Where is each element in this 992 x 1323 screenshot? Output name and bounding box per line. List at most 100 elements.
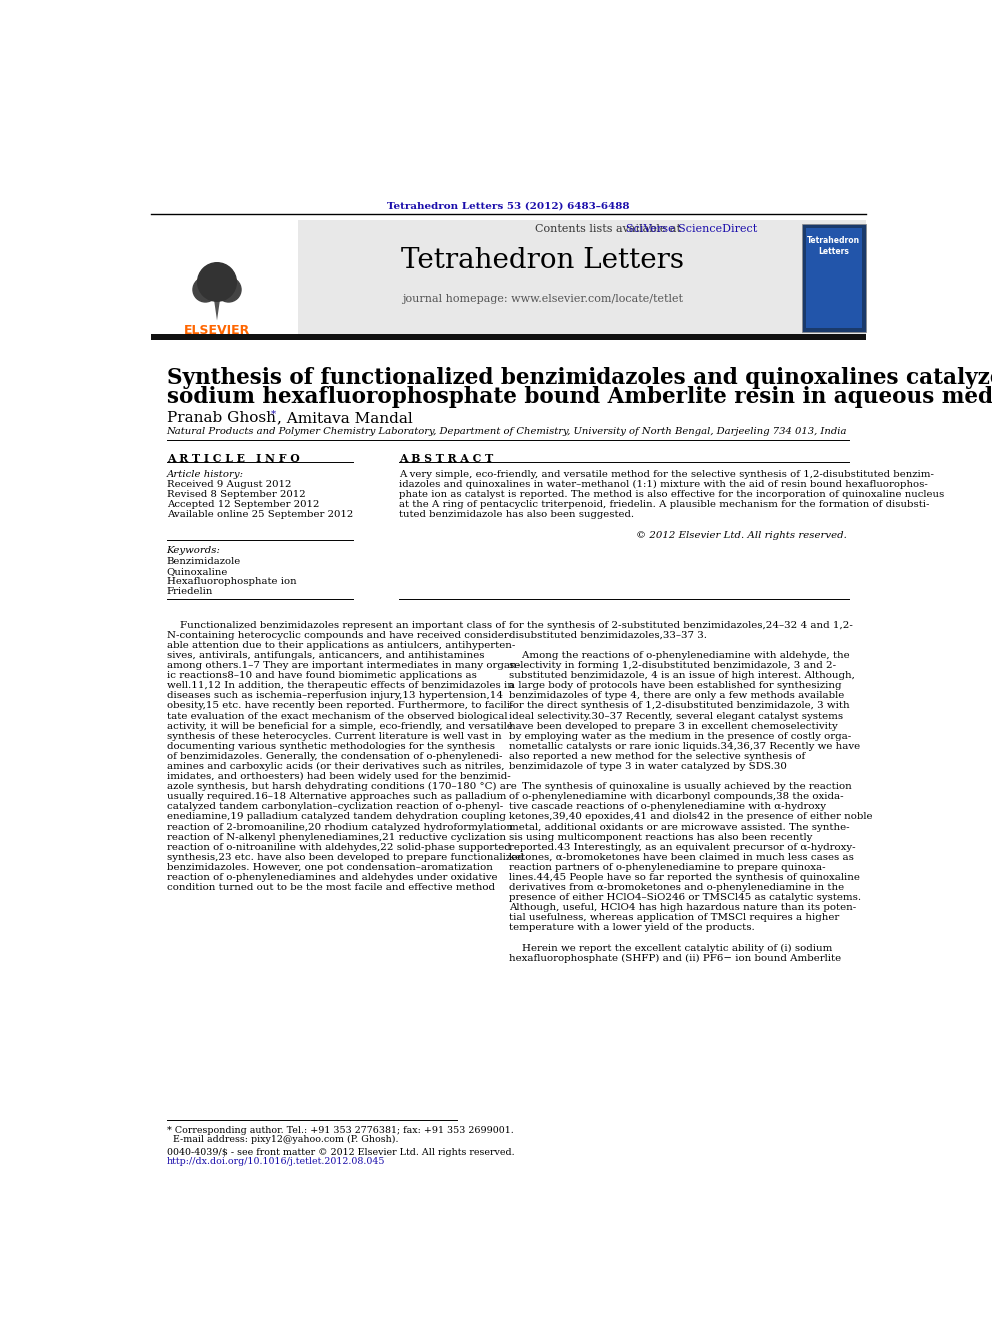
Text: of o-phenylenediamine with dicarbonyl compounds,38 the oxida-: of o-phenylenediamine with dicarbonyl co… xyxy=(509,792,844,802)
Text: of benzimidazoles. Generally, the condensation of o-phenylenedi-: of benzimidazoles. Generally, the conden… xyxy=(167,751,502,761)
Text: presence of either HClO4–SiO246 or TMSCl45 as catalytic systems.: presence of either HClO4–SiO246 or TMSCl… xyxy=(509,893,861,902)
Text: among others.1–7 They are important intermediates in many organ-: among others.1–7 They are important inte… xyxy=(167,662,520,671)
Text: 0040-4039/$ - see front matter © 2012 Elsevier Ltd. All rights reserved.: 0040-4039/$ - see front matter © 2012 El… xyxy=(167,1148,514,1158)
Text: reported.43 Interestingly, as an equivalent precursor of α-hydroxy-: reported.43 Interestingly, as an equival… xyxy=(509,843,856,852)
Text: A R T I C L E   I N F O: A R T I C L E I N F O xyxy=(167,452,300,464)
Text: Tetrahedron
Letters: Tetrahedron Letters xyxy=(807,235,860,255)
Text: selectivity in forming 1,2-disubstituted benzimidazole, 3 and 2-: selectivity in forming 1,2-disubstituted… xyxy=(509,662,836,671)
Text: for the synthesis of 2-substituted benzimidazoles,24–32 4 and 1,2-: for the synthesis of 2-substituted benzi… xyxy=(509,620,853,630)
Text: a large body of protocols have been established for synthesizing: a large body of protocols have been esta… xyxy=(509,681,841,691)
Text: idazoles and quinoxalines in water–methanol (1:1) mixture with the aid of resin : idazoles and quinoxalines in water–metha… xyxy=(399,480,928,490)
FancyBboxPatch shape xyxy=(806,228,862,328)
Text: The synthesis of quinoxaline is usually achieved by the reaction: The synthesis of quinoxaline is usually … xyxy=(509,782,852,791)
Text: have been developed to prepare 3 in excellent chemoselectivity: have been developed to prepare 3 in exce… xyxy=(509,721,838,730)
FancyBboxPatch shape xyxy=(803,224,866,332)
Text: http://dx.doi.org/10.1016/j.tetlet.2012.08.045: http://dx.doi.org/10.1016/j.tetlet.2012.… xyxy=(167,1158,385,1167)
Text: tial usefulness, whereas application of TMSCl requires a higher: tial usefulness, whereas application of … xyxy=(509,913,839,922)
Text: ketones, α-bromoketones have been claimed in much less cases as: ketones, α-bromoketones have been claime… xyxy=(509,853,854,861)
Text: A B S T R A C T: A B S T R A C T xyxy=(399,452,493,464)
FancyBboxPatch shape xyxy=(151,333,866,340)
Text: synthesis of these heterocycles. Current literature is well vast in: synthesis of these heterocycles. Current… xyxy=(167,732,501,741)
Text: Revised 8 September 2012: Revised 8 September 2012 xyxy=(167,490,306,499)
Text: Contents lists available at: Contents lists available at xyxy=(535,224,684,234)
Text: ketones,39,40 epoxides,41 and diols42 in the presence of either noble: ketones,39,40 epoxides,41 and diols42 in… xyxy=(509,812,873,822)
Circle shape xyxy=(193,278,218,302)
Text: benzimidazoles. However, one pot condensation–aromatization: benzimidazoles. However, one pot condens… xyxy=(167,863,492,872)
Text: N-containing heterocyclic compounds and have received consider-: N-containing heterocyclic compounds and … xyxy=(167,631,512,640)
Text: hexafluorophosphate (SHFP) and (ii) PF6− ion bound Amberlite: hexafluorophosphate (SHFP) and (ii) PF6−… xyxy=(509,954,841,963)
Text: ic reactions8–10 and have found biomimetic applications as: ic reactions8–10 and have found biomimet… xyxy=(167,671,476,680)
Text: Synthesis of functionalized benzimidazoles and quinoxalines catalyzed by: Synthesis of functionalized benzimidazol… xyxy=(167,366,992,389)
Text: synthesis,23 etc. have also been developed to prepare functionalized: synthesis,23 etc. have also been develop… xyxy=(167,853,524,861)
Text: ideal selectivity.30–37 Recently, several elegant catalyst systems: ideal selectivity.30–37 Recently, severa… xyxy=(509,712,843,721)
Text: *: * xyxy=(271,410,277,419)
Text: well.11,12 In addition, the therapeutic effects of benzimidazoles in: well.11,12 In addition, the therapeutic … xyxy=(167,681,514,691)
Text: Benzimidazole: Benzimidazole xyxy=(167,557,241,566)
Text: reaction of 2-bromoaniline,20 rhodium catalyzed hydroformylation: reaction of 2-bromoaniline,20 rhodium ca… xyxy=(167,823,513,831)
Text: also reported a new method for the selective synthesis of: also reported a new method for the selec… xyxy=(509,751,806,761)
Text: E-mail address: pixy12@yahoo.com (P. Ghosh).: E-mail address: pixy12@yahoo.com (P. Gho… xyxy=(167,1135,398,1144)
Text: Hexafluorophosphate ion: Hexafluorophosphate ion xyxy=(167,577,297,586)
Text: usually required.16–18 Alternative approaches such as palladium: usually required.16–18 Alternative appro… xyxy=(167,792,506,802)
Text: activity, it will be beneficial for a simple, eco-friendly, and versatile: activity, it will be beneficial for a si… xyxy=(167,721,513,730)
Text: at the A ring of pentacyclic triterpenoid, friedelin. A plausible mechanism for : at the A ring of pentacyclic triterpenoi… xyxy=(399,500,930,509)
Text: reaction of o-phenylenediamines and aldehydes under oxidative: reaction of o-phenylenediamines and alde… xyxy=(167,873,497,882)
Text: Friedelin: Friedelin xyxy=(167,587,213,595)
Text: temperature with a lower yield of the products.: temperature with a lower yield of the pr… xyxy=(509,923,755,933)
Circle shape xyxy=(216,278,241,302)
Text: imidates, and orthoesters) had been widely used for the benzimid-: imidates, and orthoesters) had been wide… xyxy=(167,773,510,781)
Text: Keywords:: Keywords: xyxy=(167,546,220,556)
Text: Although, useful, HClO4 has high hazardous nature than its poten-: Although, useful, HClO4 has high hazardo… xyxy=(509,904,856,912)
Polygon shape xyxy=(213,294,221,320)
Text: ELSEVIER: ELSEVIER xyxy=(184,324,250,337)
Text: reaction of o-nitroaniline with aldehydes,22 solid-phase supported: reaction of o-nitroaniline with aldehyde… xyxy=(167,843,510,852)
Text: metal, additional oxidants or are microwave assisted. The synthe-: metal, additional oxidants or are microw… xyxy=(509,823,850,831)
Text: by employing water as the medium in the presence of costly orga-: by employing water as the medium in the … xyxy=(509,732,851,741)
Text: azole synthesis, but harsh dehydrating conditions (170–180 °C) are: azole synthesis, but harsh dehydrating c… xyxy=(167,782,517,791)
Text: documenting various synthetic methodologies for the synthesis: documenting various synthetic methodolog… xyxy=(167,742,495,751)
Text: lines.44,45 People have so far reported the synthesis of quinoxaline: lines.44,45 People have so far reported … xyxy=(509,873,860,882)
Text: , Amitava Mandal: , Amitava Mandal xyxy=(277,411,413,425)
Text: benzimidazole of type 3 in water catalyzed by SDS.30: benzimidazole of type 3 in water catalyz… xyxy=(509,762,787,771)
Text: reaction of N-alkenyl phenylenediamines,21 reductive cyclization: reaction of N-alkenyl phenylenediamines,… xyxy=(167,832,506,841)
Text: reaction partners of o-phenylenediamine to prepare quinoxa-: reaction partners of o-phenylenediamine … xyxy=(509,863,825,872)
Text: diseases such as ischemia–reperfusion injury,13 hypertension,14: diseases such as ischemia–reperfusion in… xyxy=(167,692,503,700)
Text: enediamine,19 palladium catalyzed tandem dehydration coupling: enediamine,19 palladium catalyzed tandem… xyxy=(167,812,506,822)
FancyBboxPatch shape xyxy=(151,221,866,335)
Text: journal homepage: www.elsevier.com/locate/tetlet: journal homepage: www.elsevier.com/locat… xyxy=(402,294,683,303)
Text: substituted benzimidazole, 4 is an issue of high interest. Although,: substituted benzimidazole, 4 is an issue… xyxy=(509,671,855,680)
Text: Available online 25 September 2012: Available online 25 September 2012 xyxy=(167,509,353,519)
Text: able attention due to their applications as antiulcers, antihyperten-: able attention due to their applications… xyxy=(167,640,515,650)
Text: for the direct synthesis of 1,2-disubstituted benzimidazole, 3 with: for the direct synthesis of 1,2-disubsti… xyxy=(509,701,850,710)
Text: Pranab Ghosh: Pranab Ghosh xyxy=(167,411,276,425)
Text: Tetrahedron Letters: Tetrahedron Letters xyxy=(401,247,684,274)
Text: sis using multicomponent reactions has also been recently: sis using multicomponent reactions has a… xyxy=(509,832,812,841)
Text: Received 9 August 2012: Received 9 August 2012 xyxy=(167,480,291,490)
Text: Tetrahedron Letters 53 (2012) 6483–6488: Tetrahedron Letters 53 (2012) 6483–6488 xyxy=(387,201,630,210)
Text: nometallic catalysts or rare ionic liquids.34,36,37 Recently we have: nometallic catalysts or rare ionic liqui… xyxy=(509,742,860,751)
Text: Herein we report the excellent catalytic ability of (i) sodium: Herein we report the excellent catalytic… xyxy=(509,943,832,953)
Text: A very simple, eco-friendly, and versatile method for the selective synthesis of: A very simple, eco-friendly, and versati… xyxy=(399,470,934,479)
Text: disubstituted benzimidazoles,33–37 3.: disubstituted benzimidazoles,33–37 3. xyxy=(509,631,707,640)
Text: Article history:: Article history: xyxy=(167,470,244,479)
Text: tuted benzimidazole has also been suggested.: tuted benzimidazole has also been sugges… xyxy=(399,511,634,520)
Text: amines and carboxylic acids (or their derivatives such as nitriles,: amines and carboxylic acids (or their de… xyxy=(167,762,504,771)
Text: © 2012 Elsevier Ltd. All rights reserved.: © 2012 Elsevier Ltd. All rights reserved… xyxy=(636,531,847,540)
Text: sodium hexafluorophosphate bound Amberlite resin in aqueous medium: sodium hexafluorophosphate bound Amberli… xyxy=(167,386,992,407)
Text: * Corresponding author. Tel.: +91 353 2776381; fax: +91 353 2699001.: * Corresponding author. Tel.: +91 353 27… xyxy=(167,1126,514,1135)
Circle shape xyxy=(197,263,236,302)
Text: condition turned out to be the most facile and effective method: condition turned out to be the most faci… xyxy=(167,882,495,892)
Text: Among the reactions of o-phenylenediamine with aldehyde, the: Among the reactions of o-phenylenediamin… xyxy=(509,651,850,660)
Text: derivatives from α-bromoketones and o-phenylenediamine in the: derivatives from α-bromoketones and o-ph… xyxy=(509,882,844,892)
Text: phate ion as catalyst is reported. The method is also effective for the incorpor: phate ion as catalyst is reported. The m… xyxy=(399,490,944,499)
Text: sives, antivirals, antifungals, anticancers, and antihistamines: sives, antivirals, antifungals, anticanc… xyxy=(167,651,484,660)
FancyBboxPatch shape xyxy=(151,221,299,335)
Text: Quinoxaline: Quinoxaline xyxy=(167,566,228,576)
Text: Functionalized benzimidazoles represent an important class of: Functionalized benzimidazoles represent … xyxy=(167,620,505,630)
Text: benzimidazoles of type 4, there are only a few methods available: benzimidazoles of type 4, there are only… xyxy=(509,692,844,700)
Text: Accepted 12 September 2012: Accepted 12 September 2012 xyxy=(167,500,319,509)
Text: catalyzed tandem carbonylation–cyclization reaction of o-phenyl-: catalyzed tandem carbonylation–cyclizati… xyxy=(167,802,503,811)
Text: obesity,15 etc. have recently been reported. Furthermore, to facili-: obesity,15 etc. have recently been repor… xyxy=(167,701,513,710)
Text: tate evaluation of the exact mechanism of the observed biological: tate evaluation of the exact mechanism o… xyxy=(167,712,507,721)
Text: SciVerse ScienceDirect: SciVerse ScienceDirect xyxy=(535,224,757,234)
